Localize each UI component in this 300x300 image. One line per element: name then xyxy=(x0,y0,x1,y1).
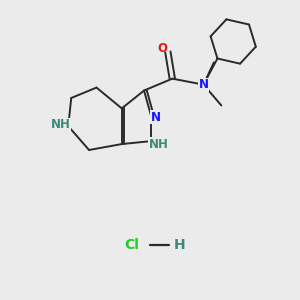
Text: Cl: Cl xyxy=(125,238,140,252)
Text: NH: NH xyxy=(149,138,169,151)
Text: NH: NH xyxy=(51,118,70,131)
Text: O: O xyxy=(158,42,167,55)
Text: N: N xyxy=(199,78,208,91)
Text: H: H xyxy=(174,238,185,252)
Text: N: N xyxy=(151,111,160,124)
